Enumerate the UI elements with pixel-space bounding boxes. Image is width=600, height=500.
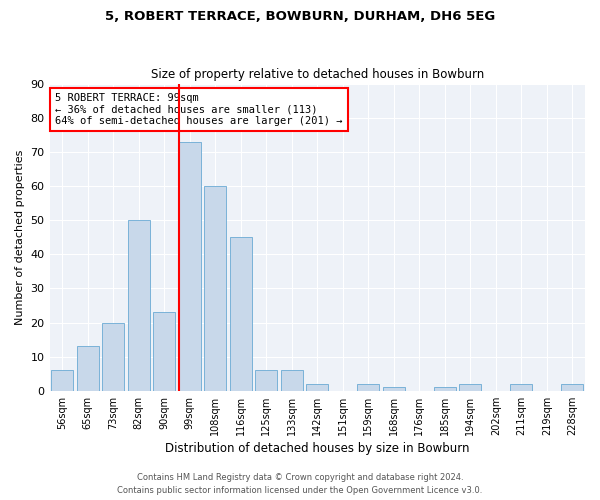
Bar xyxy=(281,370,302,391)
Title: Size of property relative to detached houses in Bowburn: Size of property relative to detached ho… xyxy=(151,68,484,81)
X-axis label: Distribution of detached houses by size in Bowburn: Distribution of detached houses by size … xyxy=(165,442,470,455)
Bar xyxy=(307,384,328,391)
Bar xyxy=(179,142,200,391)
Bar xyxy=(358,384,379,391)
Y-axis label: Number of detached properties: Number of detached properties xyxy=(15,150,25,325)
Bar xyxy=(154,312,175,391)
Bar xyxy=(434,388,455,391)
Bar xyxy=(460,384,481,391)
Bar xyxy=(128,220,149,391)
Bar xyxy=(52,370,73,391)
Bar xyxy=(256,370,277,391)
Bar xyxy=(511,384,532,391)
Text: 5 ROBERT TERRACE: 99sqm
← 36% of detached houses are smaller (113)
64% of semi-d: 5 ROBERT TERRACE: 99sqm ← 36% of detache… xyxy=(55,93,343,126)
Bar xyxy=(103,322,124,391)
Bar xyxy=(383,388,404,391)
Bar xyxy=(77,346,98,391)
Bar xyxy=(562,384,583,391)
Text: Contains HM Land Registry data © Crown copyright and database right 2024.
Contai: Contains HM Land Registry data © Crown c… xyxy=(118,474,482,495)
Bar xyxy=(205,186,226,391)
Text: 5, ROBERT TERRACE, BOWBURN, DURHAM, DH6 5EG: 5, ROBERT TERRACE, BOWBURN, DURHAM, DH6 … xyxy=(105,10,495,23)
Bar xyxy=(230,237,251,391)
